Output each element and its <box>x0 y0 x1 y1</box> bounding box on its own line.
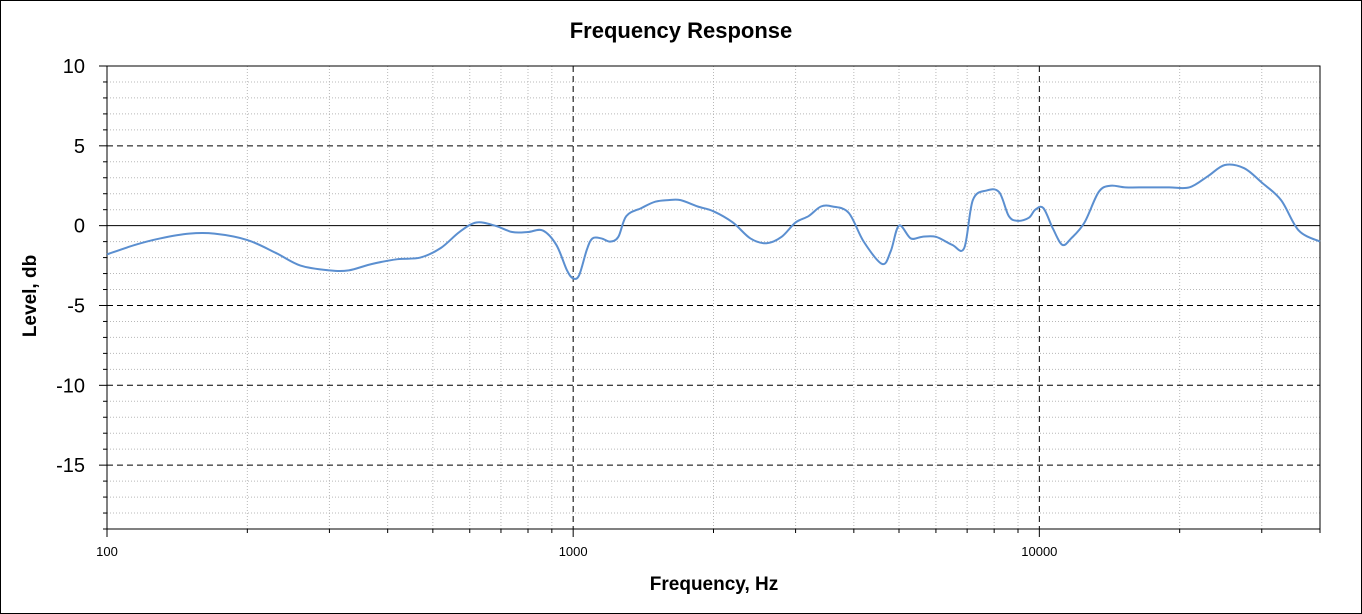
frequency-response-line <box>106 163 1321 280</box>
y-tick-label: 10 <box>63 56 85 78</box>
x-tick-label: 100 <box>96 544 118 559</box>
x-ticks: 100 1000 10000 <box>96 529 1321 559</box>
y-tick-label: -5 <box>67 295 85 317</box>
y-tick-label: 5 <box>74 136 85 158</box>
y-tick-label: -10 <box>56 375 85 397</box>
x-axis-label: Frequency, Hz <box>650 574 778 595</box>
y-ticks: 10 5 0 -5 -10 -15 <box>56 56 107 530</box>
x-tick-label: 1000 <box>559 544 588 559</box>
minor-grid <box>107 66 1321 530</box>
y-tick-label: -15 <box>56 455 85 477</box>
chart-title: Frequency Response <box>570 18 793 43</box>
x-tick-label: 10000 <box>1021 544 1057 559</box>
y-tick-label: 0 <box>74 216 85 238</box>
y-axis-label: Level, db <box>20 255 41 337</box>
